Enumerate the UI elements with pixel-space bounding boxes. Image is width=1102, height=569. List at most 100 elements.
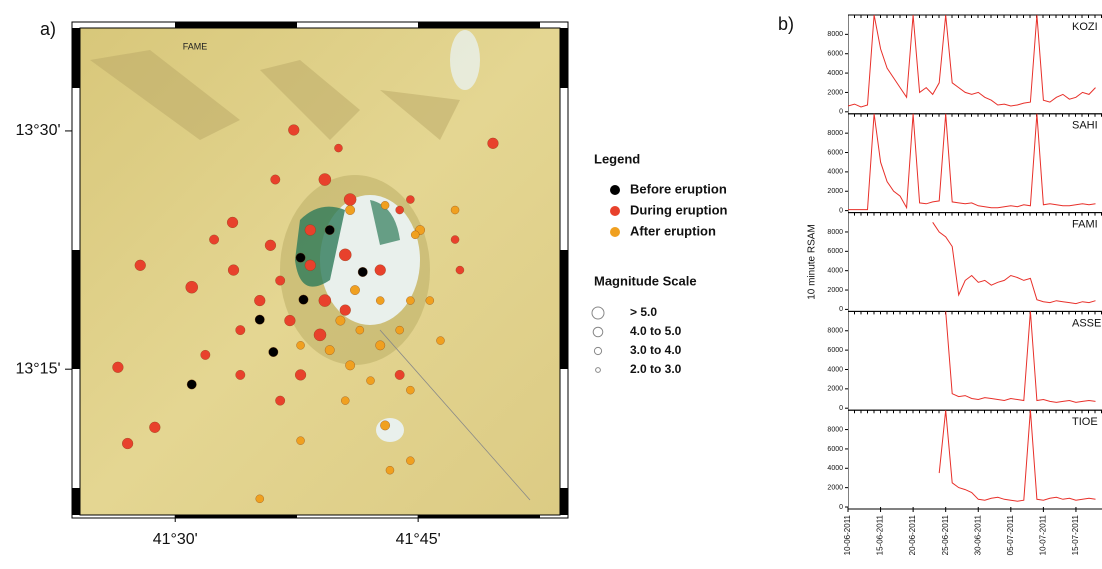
- y-tick-label: 2000: [827, 484, 843, 491]
- earthquake: [149, 422, 160, 433]
- earthquake: [395, 370, 404, 379]
- earthquake: [356, 326, 364, 334]
- earthquake: [228, 265, 239, 276]
- station-label: FAMI: [1072, 219, 1098, 231]
- legend-marker: [610, 206, 620, 216]
- earthquake: [336, 316, 345, 325]
- earthquake: [386, 466, 394, 474]
- earthquake: [345, 361, 354, 370]
- panel-frame: [848, 311, 1102, 410]
- earthquake: [254, 295, 265, 306]
- y-tick-label: 8000: [827, 426, 843, 433]
- y-tick-label: 4000: [827, 70, 843, 77]
- y-tick-label: 6000: [827, 51, 843, 58]
- y-tick-label: 0: [839, 405, 843, 412]
- earthquake: [296, 253, 305, 262]
- y-tick-label: 8000: [827, 328, 843, 335]
- size-legend-title: Magnitude Scale: [594, 273, 697, 288]
- panel-label: b): [778, 14, 794, 34]
- y-axis-label: 10 minute RSAM: [807, 224, 818, 300]
- y-tick-label: 0: [839, 109, 843, 116]
- earthquake: [406, 457, 414, 465]
- panel-label: a): [40, 19, 56, 39]
- legend-marker: [610, 227, 620, 237]
- panel-frame: [848, 114, 1102, 213]
- x-tick-label: 41°30': [153, 531, 198, 548]
- y-tick-label: 4000: [827, 268, 843, 275]
- y-tick-label: 2000: [827, 89, 843, 96]
- earthquake: [406, 297, 414, 305]
- earthquake: [186, 281, 198, 293]
- panel-frame: [848, 410, 1102, 509]
- size-legend-marker: [593, 327, 603, 337]
- y-tick-label: 6000: [827, 446, 843, 453]
- y-tick-label: 4000: [827, 366, 843, 373]
- earthquake: [366, 377, 374, 385]
- y-tick-label: 8000: [827, 229, 843, 236]
- earthquake: [339, 249, 351, 261]
- earthquake: [288, 125, 299, 136]
- earthquake: [299, 295, 308, 304]
- y-tick-label: 2000: [827, 287, 843, 294]
- x-tick-label: 10-07-2011: [1038, 514, 1047, 555]
- earthquake: [451, 206, 459, 214]
- earthquake: [201, 350, 210, 359]
- earthquake: [340, 305, 351, 316]
- size-legend-marker: [594, 347, 601, 354]
- rsam-panels: [848, 15, 1102, 509]
- earthquake: [319, 173, 331, 185]
- earthquake: [375, 265, 386, 276]
- y-tick-label: 6000: [827, 347, 843, 354]
- earthquake: [344, 193, 356, 205]
- earthquake: [456, 266, 464, 274]
- legend-marker: [610, 185, 620, 195]
- x-tick-label: 30-06-2011: [973, 514, 982, 555]
- earthquake: [451, 236, 459, 244]
- earthquake: [358, 267, 367, 276]
- earthquake: [436, 337, 444, 345]
- legend-label: Before eruption: [630, 181, 727, 196]
- x-tick-label: 10-06-2011: [843, 514, 852, 555]
- earthquake: [275, 396, 284, 405]
- earthquake: [269, 347, 278, 356]
- size-legend-label: 3.0 to 4.0: [630, 343, 682, 357]
- station-label: KOZI: [1072, 21, 1098, 33]
- x-tick-label: 05-07-2011: [1006, 514, 1015, 555]
- earthquake: [319, 294, 331, 306]
- rsam-line: [933, 222, 1096, 303]
- rsam-line: [848, 15, 1096, 107]
- earthquake: [376, 341, 385, 350]
- earthquake: [275, 276, 284, 285]
- earthquake: [297, 341, 305, 349]
- earthquake: [406, 195, 414, 203]
- y-tick-label: 2000: [827, 188, 843, 195]
- earthquake: [265, 240, 276, 251]
- station-label: TIOE: [1072, 416, 1098, 428]
- x-tick-label: 25-06-2011: [941, 514, 950, 555]
- rsam-line: [848, 114, 1096, 210]
- earthquake: [227, 217, 238, 228]
- earthquake: [325, 345, 334, 354]
- earthquake: [345, 205, 354, 214]
- x-tick-label: 15-06-2011: [876, 514, 885, 555]
- earthquake: [295, 370, 306, 381]
- station-label: SAHI: [1072, 120, 1098, 132]
- earthquake: [271, 175, 280, 184]
- size-legend-label: 2.0 to 3.0: [630, 362, 682, 376]
- panel-frame: [848, 213, 1102, 312]
- y-tick-label: 4000: [827, 465, 843, 472]
- earthquake: [406, 386, 414, 394]
- earthquake: [314, 329, 326, 341]
- earthquake: [396, 326, 404, 334]
- earthquake: [376, 297, 384, 305]
- y-tick-label: 2000: [827, 386, 843, 393]
- earthquake: [236, 325, 245, 334]
- y-tick-label: 8000: [827, 130, 843, 137]
- map-background: [80, 28, 560, 515]
- earthquake: [297, 437, 305, 445]
- place-label: FAME: [183, 41, 208, 51]
- legend-label: During eruption: [630, 202, 728, 217]
- earthquake: [305, 260, 316, 271]
- earthquake: [112, 362, 123, 373]
- y-tick-label: 13°15': [15, 360, 60, 377]
